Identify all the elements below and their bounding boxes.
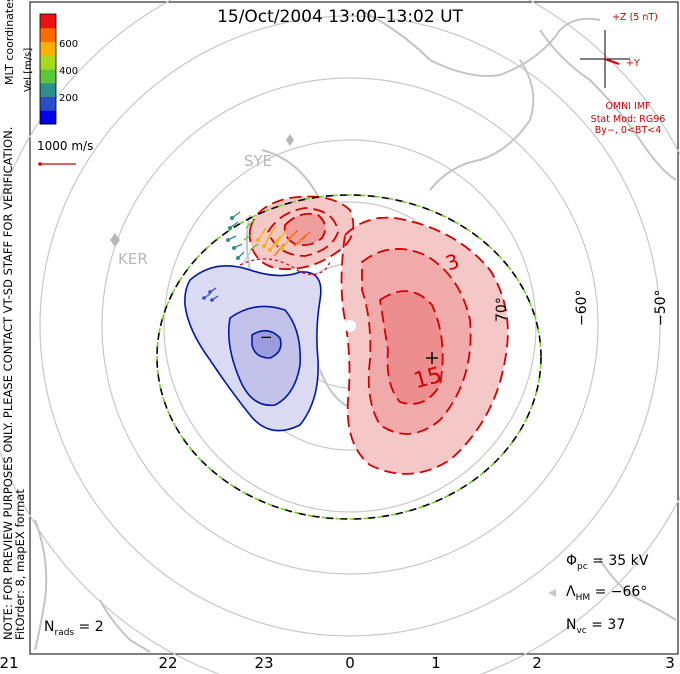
velocity-vectors	[202, 211, 311, 302]
nvc-value: 37	[607, 617, 626, 633]
colorbar-tick-600: 600	[59, 39, 79, 50]
lambda-hm-value: −66°	[610, 584, 648, 600]
scale-vector	[38, 162, 76, 166]
colorbar-unit: Vel [m/s]	[23, 47, 34, 92]
mlt-label-1: 1	[431, 654, 441, 672]
colorbar-segment	[40, 41, 56, 56]
negative-potential-cell	[184, 264, 322, 432]
hmb-boundary	[156, 194, 542, 520]
mlt-label-0: 0	[345, 654, 355, 672]
station-sye: SYE	[244, 152, 273, 170]
plot-frame	[29, 1, 679, 655]
lon-label-minus50: −50°	[653, 289, 669, 326]
colorbar-segment	[40, 27, 56, 42]
colorbar-segment	[40, 82, 56, 97]
imf-dial	[580, 30, 630, 88]
phi-pc-readout: Φpc = 35 kV	[566, 553, 649, 572]
lon-label-70: 70°	[494, 297, 510, 322]
colorbar-title: MLT coordinates	[3, 0, 16, 85]
colorbar-segment	[40, 14, 56, 29]
station-markers	[110, 134, 294, 247]
stat-model: Stat Mod: RG96	[590, 114, 666, 125]
colorbar-tick-400: 400	[59, 66, 79, 77]
nrads-value: 2	[94, 619, 104, 635]
mlt-label-22: 22	[158, 654, 178, 672]
fit-order-note: FitOrder: 8, mapEX format	[13, 489, 27, 640]
mlt-label-23: 23	[254, 654, 274, 672]
imf-y-label: +Y	[626, 58, 640, 69]
imf-condition: By−, 0<BT<4	[594, 125, 662, 136]
colorbar-border	[39, 13, 57, 125]
phi-pc-value: 35 kV	[608, 553, 649, 569]
nrads-readout: Nrads = 2	[44, 619, 104, 638]
lon-label-minus60: −60°	[574, 289, 590, 326]
nvc-readout: Nvc = 37	[566, 617, 626, 636]
colorbar-segment	[40, 96, 56, 111]
colorbar-segment	[40, 110, 56, 125]
imf-z-label: +Z (5 nT)	[612, 12, 658, 23]
contour-label-neg: −	[260, 328, 273, 346]
plot-title: 15/Oct/2004 13:00–13:02 UT	[217, 7, 463, 27]
hm-arrow-icon	[548, 589, 556, 597]
lambda-hm-readout: ΛHM = −66°	[566, 584, 648, 603]
colorbar-segment	[40, 55, 56, 70]
colorbar-segment	[40, 69, 56, 84]
potential-max-marker	[426, 352, 438, 364]
velocity-colorbar	[39, 13, 57, 125]
pole-marker	[344, 320, 356, 332]
velocity-scale-label: 1000 m/s	[37, 139, 94, 153]
mlt-label-21: 21	[0, 654, 19, 672]
mlt-label-3: 3	[665, 654, 675, 672]
preview-note: NOTE: FOR PREVIEW PURPOSES ONLY. PLEASE …	[1, 127, 27, 640]
colorbar-tick-200: 200	[59, 93, 79, 104]
station-ker: KER	[118, 250, 148, 268]
imf-source: OMNI IMF	[605, 101, 651, 112]
mlt-label-2: 2	[532, 654, 542, 672]
